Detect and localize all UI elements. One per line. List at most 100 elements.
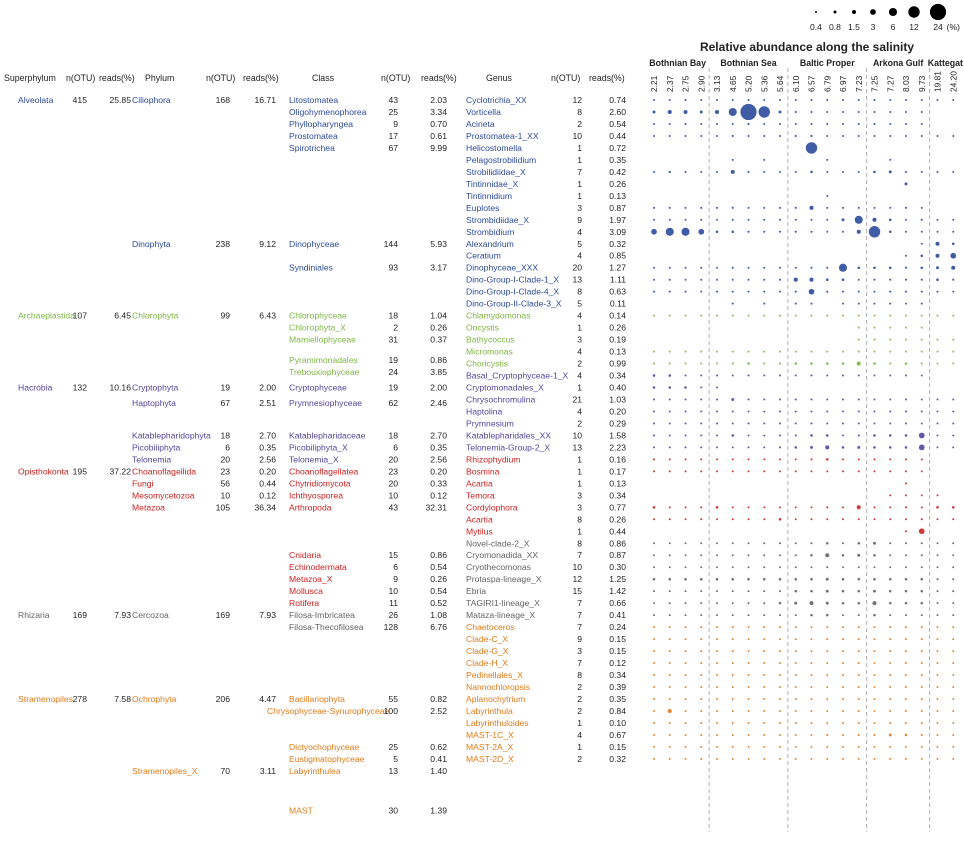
abundance-bubble [778,601,782,605]
abundance-bubble [810,398,813,401]
abundance-bubble [779,626,781,629]
class-reads: 0.86 [430,550,447,560]
abundance-bubble [779,614,781,617]
abundance-bubble [825,434,829,437]
abundance-bubble [873,662,876,665]
abundance-bubble [889,470,892,473]
abundance-bubble [684,506,687,509]
abundance-bubble [904,206,908,209]
abundance-bubble [699,577,703,581]
abundance-bubble [700,470,703,473]
abundance-bubble [854,215,863,224]
abundance-bubble [716,458,718,461]
abundance-bubble [747,122,750,125]
abundance-bubble [810,506,813,509]
abundance-bubble [731,662,734,665]
abundance-bubble [716,721,718,724]
abundance-bubble [763,506,766,509]
abundance-bubble [952,650,955,653]
abundance-bubble [700,134,703,137]
abundance-bubble [952,733,955,736]
header-genus-reads: reads(%) [589,73,625,83]
class-n-otu: 55 [388,694,398,704]
abundance-bubble [747,626,750,629]
genus-reads: 0.24 [609,622,626,632]
abundance-bubble [794,170,797,173]
class-name: Rotifera [289,598,319,608]
abundance-bubble [920,254,924,258]
abundance-bubble [763,745,766,748]
abundance-bubble [763,278,766,281]
genus-n-otu: 8 [577,107,582,117]
legend-bubble [908,6,920,18]
abundance-bubble [873,470,876,473]
abundance-bubble [888,170,892,174]
class-reads: 0.54 [430,562,447,572]
phylum-n-otu: 18 [220,430,230,440]
abundance-bubble [810,350,813,353]
abundance-bubble [936,434,939,437]
abundance-bubble [684,206,687,209]
abundance-bubble [905,494,907,497]
abundance-bubble [873,506,876,509]
abundance-bubble [952,99,955,101]
abundance-bubble [810,410,813,413]
abundance-bubble [700,506,703,509]
abundance-bubble [794,709,797,712]
class-name: Phyllopharyngea [289,119,353,129]
genus-reads: 0.67 [609,730,626,740]
abundance-bubble [778,542,782,545]
genus-n-otu: 1 [577,718,582,728]
abundance-bubble [904,182,908,186]
abundance-bubble [683,109,688,115]
abundance-bubble [716,566,718,569]
abundance-bubble [747,566,750,569]
abundance-bubble [905,698,907,700]
abundance-bubble [716,422,718,425]
genus-n-otu: 1 [577,454,582,464]
abundance-bubble [856,229,861,234]
legend-bubble [833,10,837,14]
class-reads: 0.41 [430,754,447,764]
abundance-bubble [684,470,687,473]
abundance-bubble [779,422,781,425]
abundance-bubble [715,577,719,581]
abundance-bubble [857,686,860,689]
genus-n-otu: 4 [577,311,582,321]
class-name: Pyramimonadales [289,355,358,365]
abundance-bubble [716,218,718,221]
legend-unit: (%) [947,22,961,32]
region-separators [708,68,931,832]
abundance-bubble [700,674,703,677]
abundance-bubble [684,170,687,173]
genus-n-otu: 2 [577,754,582,764]
genus-reads: 0.32 [609,754,626,764]
abundance-bubble [936,99,939,101]
abundance-bubble [810,650,813,653]
abundance-bubble [794,626,797,629]
abundance-bubble [952,518,955,521]
abundance-bubble [747,266,750,269]
phylum-name: Haptophyta [132,398,176,408]
abundance-bubble [684,554,687,557]
genus-n-otu: 1 [577,526,582,536]
abundance-bubble [841,446,845,449]
class-n-otu: 144 [384,239,399,249]
genus-reads: 0.34 [609,371,626,381]
class-name: Mollusca [289,586,323,596]
abundance-bubble [700,398,703,401]
class-name: MAST [289,805,314,815]
class-n-otu: 5 [393,754,398,764]
abundance-bubble [779,709,781,712]
abundance-bubble [794,650,797,653]
abundance-bubble [920,674,923,677]
abundance-bubble [731,470,734,473]
abundance-bubble [684,398,687,401]
superphylum-name: Rhizaria [18,610,50,620]
abundance-bubble [763,650,766,653]
abundance-bubble [857,122,860,125]
abundance-bubble [873,338,876,341]
abundance-bubble [762,577,766,581]
abundance-bubble [810,110,813,113]
abundance-bubble [779,506,781,509]
